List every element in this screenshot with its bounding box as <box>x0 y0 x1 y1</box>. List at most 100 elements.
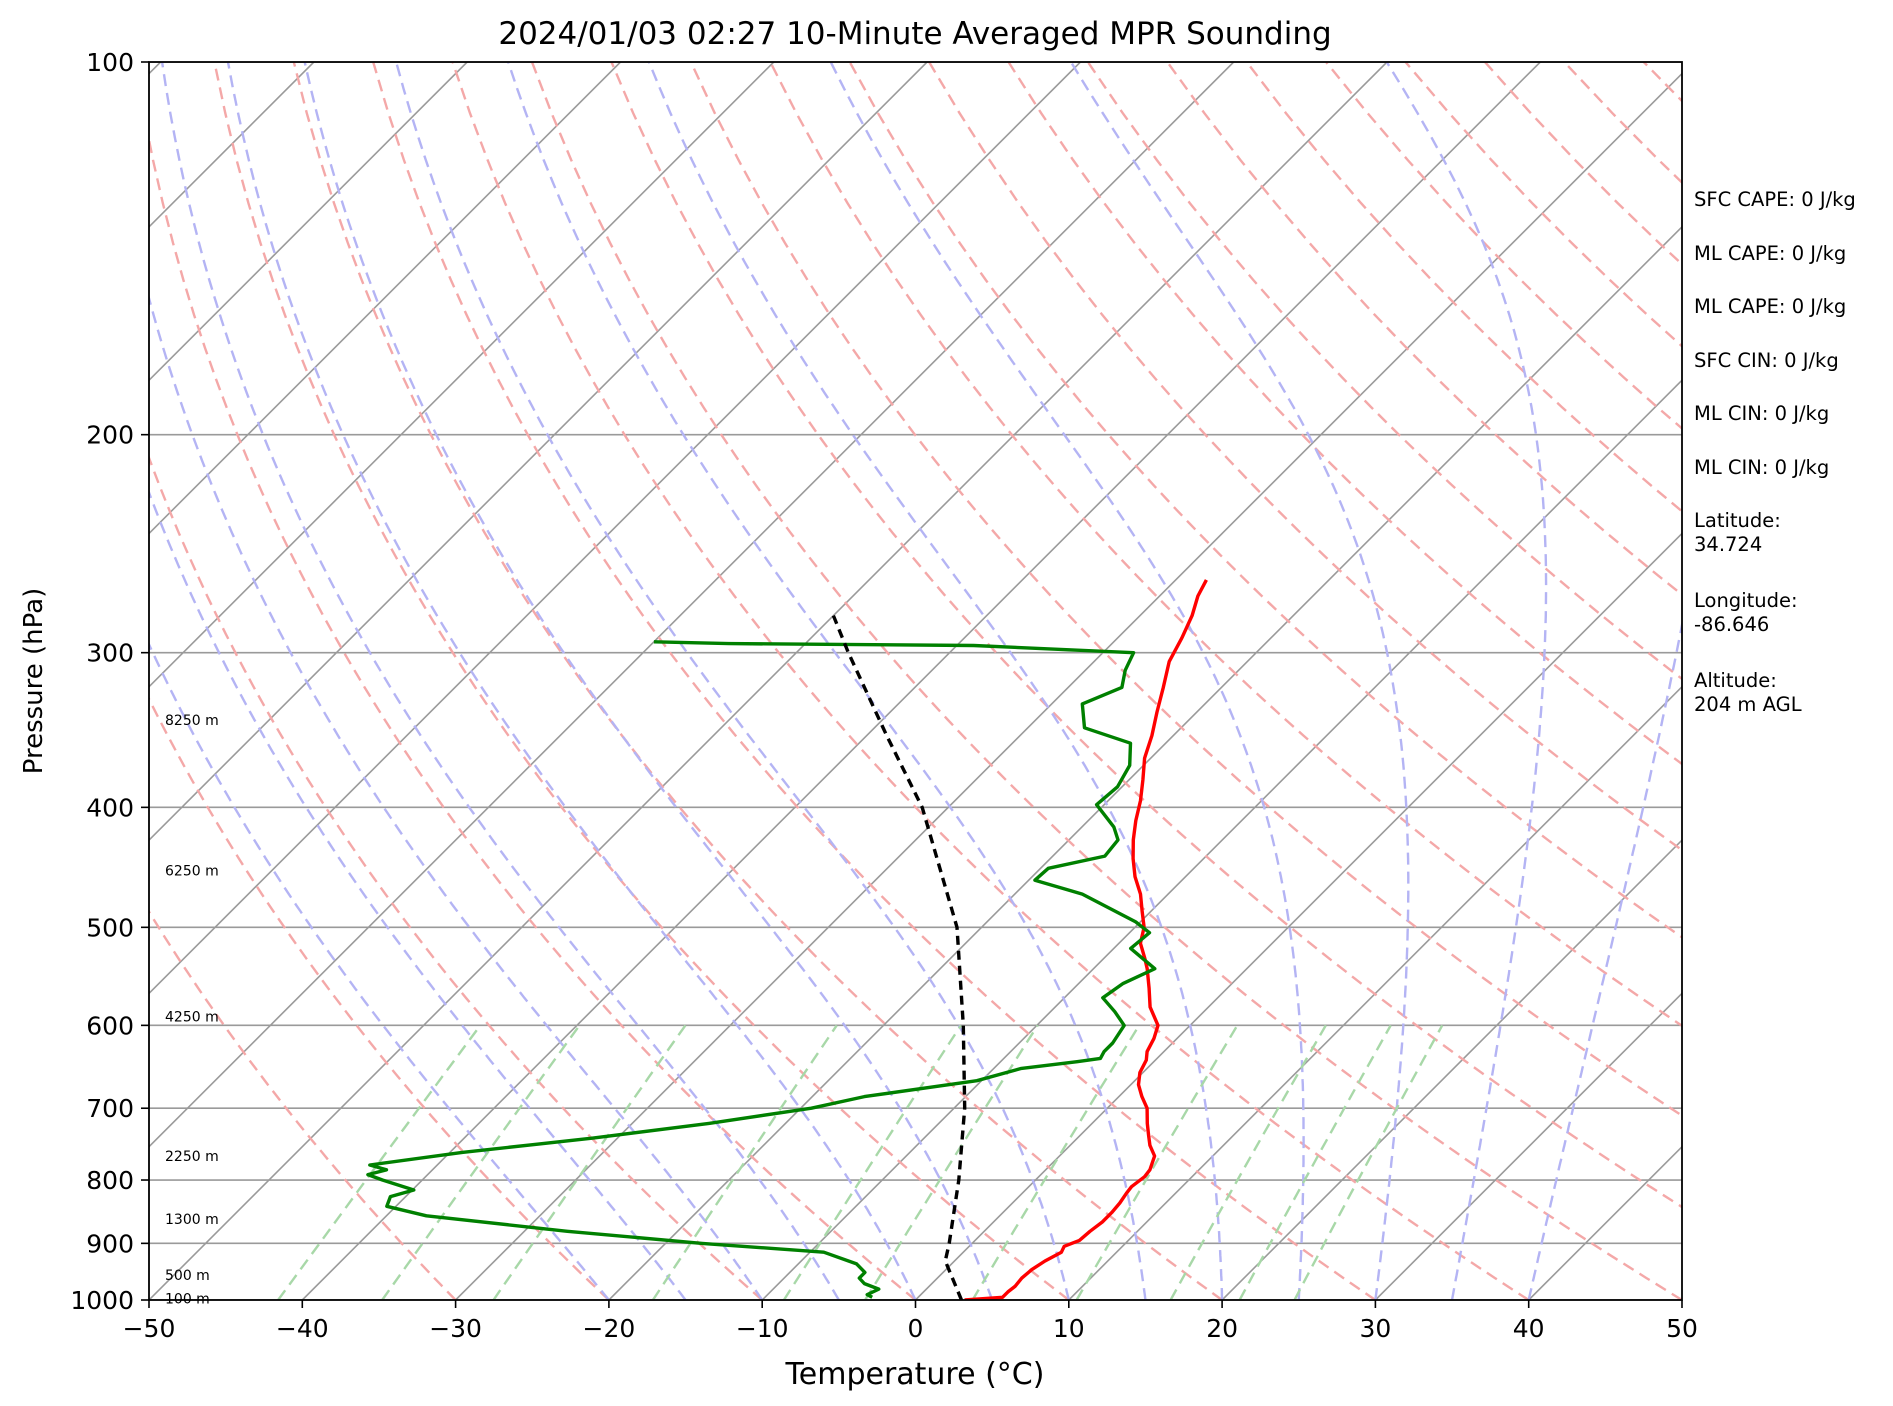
y-tick-label: 500 <box>86 913 134 942</box>
height-label: 2250 m <box>165 1149 219 1165</box>
x-axis-label: Temperature (°C) <box>785 1357 1045 1392</box>
x-tick-label: −10 <box>736 1314 789 1343</box>
moist-adiabat-line <box>149 293 764 1300</box>
height-label: 8250 m <box>165 713 219 729</box>
dry-adiabat-line <box>928 62 1682 852</box>
dry-adiabat-line <box>848 62 1682 939</box>
sounding-info-panel: SFC CAPE: 0 J/kg ML CAPE: 0 J/kg ML CAPE… <box>1694 188 1884 749</box>
plot-frame <box>148 61 1683 1301</box>
latitude-label: Latitude: <box>1694 509 1781 532</box>
moist-adiabat-line <box>226 62 917 1300</box>
y-tick-label: 600 <box>86 1011 134 1040</box>
altitude-block: Altitude: 204 m AGL <box>1694 669 1884 749</box>
moist-adiabat-line <box>507 62 1147 1300</box>
moist-adiabat-line <box>395 62 1070 1300</box>
y-tick-label: 100 <box>86 48 134 77</box>
longitude-label: Longitude: <box>1694 589 1798 612</box>
dry-adiabat-line <box>689 62 1682 1118</box>
dry-adiabat-line <box>610 62 1682 1209</box>
latitude-value: 34.724 <box>1694 533 1763 556</box>
ml-cape-text: ML CAPE: 0 J/kg <box>1694 241 1847 265</box>
mixing-ratio-line <box>381 1024 581 1300</box>
mixing-ratio-line <box>864 1024 1039 1300</box>
y-tick-label: 200 <box>86 421 134 450</box>
ml-cin-text: ML CIN: 0 J/kg <box>1694 402 1830 425</box>
moist-adiabat-line <box>303 62 994 1300</box>
isotherm-line <box>301 62 1541 1300</box>
dry-adiabat-line <box>292 62 1223 1300</box>
latitude-block: Latitude: 34.724 <box>1694 509 1884 589</box>
isotherm-line <box>149 62 775 688</box>
x-tick-label: 30 <box>1359 1314 1391 1343</box>
x-tick-label: 20 <box>1206 1314 1238 1343</box>
x-tick-label: −40 <box>276 1314 329 1343</box>
isotherm-line <box>149 62 622 535</box>
temperature-trace <box>964 579 1208 1300</box>
height-label: 4250 m <box>165 1009 219 1025</box>
isotherm-line <box>761 379 1682 1300</box>
isotherm-line <box>1374 992 1682 1300</box>
dry-adiabat-line <box>1166 62 1682 597</box>
mixing-ratio-line <box>277 1024 482 1300</box>
isotherm-line <box>149 62 928 842</box>
chart-title: 2024/01/03 02:27 10-Minute Averaged MPR … <box>498 16 1331 52</box>
altitude-value: 204 m AGL <box>1694 693 1802 716</box>
x-tick-label: 0 <box>908 1314 924 1343</box>
dry-adiabat-line <box>149 696 610 1300</box>
isotherm-line <box>455 72 1682 1300</box>
longitude-block: Longitude: -86.646 <box>1694 589 1884 669</box>
moist-adiabat-line <box>1069 62 1410 1300</box>
isotherm-line <box>608 225 1682 1300</box>
mixing-ratio-line <box>1238 1024 1392 1300</box>
dry-adiabat-line <box>1007 62 1682 766</box>
dry-adiabat-line <box>149 133 917 1300</box>
sounding-traces <box>366 579 1208 1300</box>
mixing-ratio-line <box>1075 1024 1239 1300</box>
dry-adiabat-line <box>451 62 1530 1300</box>
mixing-ratio-line <box>1293 1024 1444 1300</box>
moist-adiabat-line <box>160 62 840 1300</box>
altitude-label: Altitude: <box>1694 669 1777 692</box>
x-tick-label: 10 <box>1053 1314 1085 1343</box>
sfc-cape-text: SFC CAPE: 0 J/kg <box>1694 188 1856 211</box>
mixing-ratio-line <box>971 1024 1141 1300</box>
isotherm-line <box>914 532 1682 1300</box>
y-tick-label: 700 <box>86 1094 134 1123</box>
x-tick-label: 40 <box>1513 1314 1545 1343</box>
isotherm-line <box>1068 685 1682 1300</box>
dry-adiabat-line <box>530 62 1682 1300</box>
height-label: 6250 m <box>165 864 219 880</box>
isotherm-line <box>149 62 1235 1148</box>
longitude-value: -86.646 <box>1694 613 1770 636</box>
y-tick-label: 1000 <box>70 1286 134 1315</box>
isotherm-line <box>149 62 1081 995</box>
mixing-ratio-line <box>782 1024 962 1300</box>
mixing-ratio-line <box>651 1024 838 1300</box>
moist-adiabat-line <box>829 62 1305 1300</box>
y-tick-label: 800 <box>86 1166 134 1195</box>
x-tick-label: −20 <box>583 1314 636 1343</box>
ml-cin-text-2: ML CIN: 0 J/kg <box>1694 455 1830 479</box>
moist-adiabat-line <box>647 62 1224 1300</box>
moist-adiabat-line <box>1385 62 1548 1300</box>
x-tick-label: −50 <box>123 1314 176 1343</box>
dry-adiabat-line <box>149 909 457 1300</box>
ml-cape-text-2: ML CAPE: 0 J/kg <box>1694 295 1847 318</box>
dry-adiabat-line <box>149 454 763 1300</box>
height-label: 1300 m <box>165 1212 219 1228</box>
isotherm-line <box>1221 838 1682 1300</box>
x-tick-label: −30 <box>429 1314 482 1343</box>
height-label: 500 m <box>165 1268 210 1284</box>
plot-axes: −50 −40 −30 −20 −10 0 10 20 30 40 50 100 200 300 400 50… <box>70 48 1698 1343</box>
mixing-ratio-line <box>1169 1024 1327 1300</box>
dry-adiabat-line <box>213 62 1070 1300</box>
mixing-ratio-line <box>492 1024 687 1300</box>
dry-adiabat-line <box>769 62 1682 1028</box>
background-lines <box>149 62 1682 1300</box>
dry-adiabat-line <box>372 62 1377 1300</box>
dewpoint-trace <box>366 640 1157 1299</box>
sfc-cin-text: SFC CIN: 0 J/kg <box>1694 348 1839 372</box>
isotherm-line <box>149 62 1388 1300</box>
